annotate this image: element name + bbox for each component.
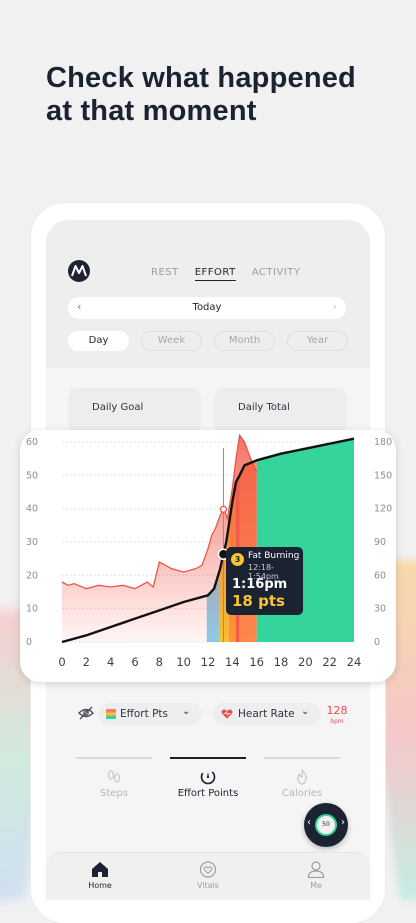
watch-face-icon: 50 — [315, 814, 337, 836]
heart-rate-area — [62, 435, 257, 642]
heart-rate-line — [61, 433, 258, 590]
motorola-logo-icon — [68, 260, 90, 282]
effort-points-line — [61, 437, 355, 644]
x-axis-tick: 16 — [249, 655, 264, 669]
heart-rate-unit: bpm — [330, 718, 344, 725]
chevron-left-icon: ‹ — [307, 817, 311, 828]
effort-chart-card[interactable]: 0 0 10 30 20 60 30 90 40 120 50 150 60 180 0 2 4 6 8 10 12 14… — [20, 430, 396, 682]
x-axis-tick: 4 — [107, 655, 114, 669]
nav-home[interactable]: Home — [70, 861, 130, 890]
hide-eye-icon[interactable] — [78, 706, 94, 720]
heart-rate-value: 128 — [326, 704, 348, 717]
metric-tab-effort-points[interactable]: Effort Points — [170, 757, 246, 799]
nav-vitals-label: Vitals — [197, 881, 219, 890]
x-axis-tick: 10 — [176, 655, 191, 669]
x-axis-tick: 22 — [322, 655, 337, 669]
nav-vitals[interactable]: Vitals — [178, 861, 238, 890]
right-axis-tick: 60 — [374, 570, 386, 581]
chevron-right-icon: › — [341, 817, 345, 828]
left-axis-tick: 50 — [26, 470, 38, 481]
metric-tab-indicator — [264, 757, 340, 759]
person-icon — [307, 861, 325, 878]
footsteps-icon — [107, 769, 121, 783]
left-axis-tick: 10 — [26, 604, 38, 615]
effort-swatch-icon — [106, 709, 116, 719]
left-axis-tick: 20 — [26, 570, 38, 581]
effort-pts-label: Effort Pts — [120, 708, 168, 720]
heart-rate-readout: 128 bpm — [324, 704, 350, 732]
heart-rate-cursor-marker — [219, 505, 228, 513]
tab-rest[interactable]: REST — [151, 267, 179, 278]
metric-tab-indicator — [170, 757, 246, 759]
x-axis-tick: 18 — [274, 655, 289, 669]
tab-effort[interactable]: EFFORT — [194, 267, 236, 281]
metric-tab-steps[interactable]: Steps — [76, 757, 152, 799]
left-axis-tick: 30 — [26, 537, 38, 548]
heart-rate-dropdown[interactable]: Heart Rate ⌄ — [213, 703, 321, 725]
vitals-heart-icon — [199, 861, 217, 878]
metric-tab-label: Calories — [281, 787, 323, 799]
effort-gauge-icon — [200, 769, 216, 784]
header-area: REST EFFORT ACTIVITY ‹ Today › Day Week … — [46, 220, 370, 368]
daily-total-label: Daily Total — [238, 402, 290, 413]
home-icon — [92, 862, 108, 877]
heart-rate-label: Heart Rate — [238, 708, 295, 720]
nav-me-label: Me — [310, 881, 322, 890]
zone-name: Fat Burning — [248, 551, 300, 561]
x-axis-tick: 14 — [225, 655, 240, 669]
left-axis-tick: 0 — [26, 637, 32, 648]
left-axis-tick: 40 — [26, 504, 38, 515]
right-axis-tick: 90 — [374, 537, 386, 548]
right-axis-tick: 150 — [374, 470, 392, 481]
x-axis-tick: 24 — [347, 655, 362, 669]
date-navigator: ‹ Today › — [68, 297, 346, 319]
daily-goal-label: Daily Goal — [92, 402, 144, 413]
tab-activity[interactable]: ACTIVITY — [251, 267, 301, 278]
headline-line-1: Check what happened — [46, 62, 356, 94]
right-axis-tick: 180 — [374, 437, 392, 448]
zone-time-range: 12:18-1:54pm — [248, 563, 279, 581]
metric-tab-label: Steps — [100, 787, 128, 799]
headline-line-2: at that moment — [46, 95, 257, 127]
x-axis-tick: 8 — [156, 655, 163, 669]
range-month[interactable]: Month — [214, 331, 275, 351]
daily-total-card[interactable]: Daily Total — [214, 388, 347, 434]
chevron-left-icon[interactable]: ‹ — [77, 300, 82, 313]
chevron-right-icon[interactable]: › — [332, 300, 337, 313]
nav-home-label: Home — [88, 881, 112, 890]
range-selector: Day Week Month Year — [68, 331, 348, 351]
chevron-down-icon: ⌄ — [182, 706, 191, 717]
right-axis-tick: 120 — [374, 504, 392, 515]
right-axis-tick: 0 — [374, 637, 380, 648]
range-year[interactable]: Year — [287, 331, 348, 351]
x-axis-tick: 6 — [131, 655, 138, 669]
x-axis-tick: 2 — [83, 655, 90, 669]
chart-tooltip: 3 Fat Burning 12:18-1:54pm 1:16pm 18 pts — [226, 547, 303, 615]
left-axis-tick: 60 — [26, 437, 38, 448]
headline: Check what happened at that moment — [46, 62, 386, 128]
metric-tab-indicator — [76, 757, 152, 759]
metric-tab-calories[interactable]: Calories — [264, 757, 340, 799]
cursor-points: 18 pts — [232, 592, 285, 610]
chevron-down-icon: ⌄ — [301, 706, 310, 717]
range-week[interactable]: Week — [141, 331, 202, 351]
x-axis-tick: 0 — [58, 655, 65, 669]
date-label: Today — [192, 302, 222, 313]
cursor-time: 1:16pm — [232, 577, 288, 592]
x-axis-tick: 12 — [201, 655, 216, 669]
zone-badge: 3 — [231, 553, 244, 566]
right-axis-tick: 30 — [374, 604, 386, 615]
metric-tab-label: Effort Points — [177, 787, 239, 799]
x-axis-tick: 20 — [298, 655, 313, 669]
watch-sync-button[interactable]: ‹ 50 › — [304, 803, 348, 847]
nav-me[interactable]: Me — [286, 861, 346, 890]
bottom-navigation: Home Vitals Me — [46, 852, 370, 900]
daily-goal-card[interactable]: Daily Goal — [68, 388, 201, 434]
range-day[interactable]: Day — [68, 331, 129, 351]
mode-tabs: REST EFFORT ACTIVITY — [151, 267, 300, 281]
effort-pts-dropdown[interactable]: Effort Pts ⌄ — [98, 703, 202, 725]
heart-icon — [221, 709, 233, 719]
flame-icon — [297, 768, 307, 785]
